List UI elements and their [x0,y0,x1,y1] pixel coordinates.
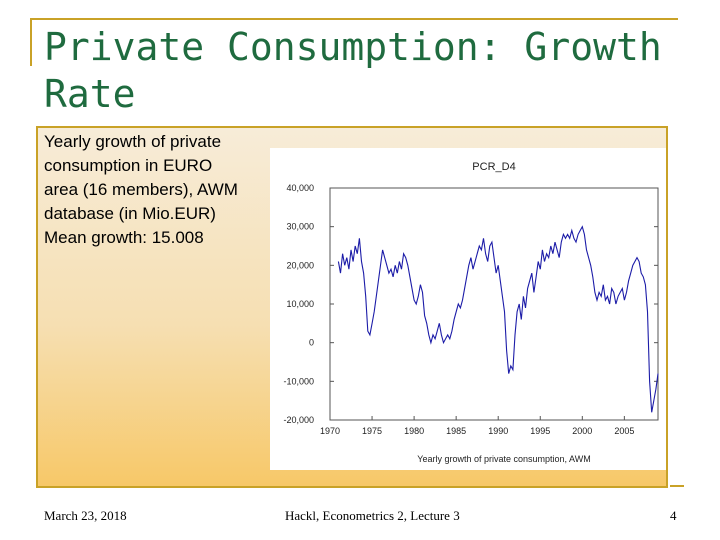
y-tick-label: 20,000 [286,260,314,270]
description-line: area (16 members), AWM [44,180,238,199]
plot-area-border [329,187,659,421]
series-line-0 [337,225,659,413]
x-tick-label: 2005 [614,426,634,436]
page-number: 4 [670,508,677,523]
y-tick-label: 30,000 [286,222,314,232]
footer-date: March 23, 2018 [44,508,127,523]
y-tick-label: -10,000 [283,376,314,386]
y-tick-label: 40,000 [286,183,314,193]
x-tick-label: 1970 [320,426,340,436]
y-tick-label: -20,000 [283,415,314,425]
chart-panel: PCR_D4 40,000 30,000 20,000 10,000 0 -10,000 -2… [270,148,666,470]
title-frame-top-rule [30,18,678,20]
description-line: consumption in EURO [44,156,213,175]
x-tick-label: 1995 [530,426,550,436]
description-line: database (in Mio.EUR) [44,204,216,223]
x-tick-label: 1985 [446,426,466,436]
x-axis-label: Yearly growth of private consumption, AW… [417,454,590,464]
description-text: Yearly growth of private consumption in … [44,130,284,250]
x-tick-label: 2000 [572,426,592,436]
y-tick-label: 10,000 [286,299,314,309]
line-chart: PCR_D4 40,000 30,000 20,000 10,000 0 -10,000 -2… [283,161,659,464]
description-line: Yearly growth of private [44,132,222,151]
content-frame-stub [670,485,684,487]
chart-title: PCR_D4 [472,161,515,173]
footer-credit: Hackl, Econometrics 2, Lecture 3 [285,508,460,523]
x-tick-label: 1975 [362,426,382,436]
y-tick-label: 0 [309,338,314,348]
x-tick-label: 1980 [404,426,424,436]
description-line: Mean growth: 15.008 [44,228,204,247]
title-frame-left-rule [30,18,32,66]
slide-title: Private Consumption: Growth Rate [44,25,662,116]
x-tick-label: 1990 [488,426,508,436]
